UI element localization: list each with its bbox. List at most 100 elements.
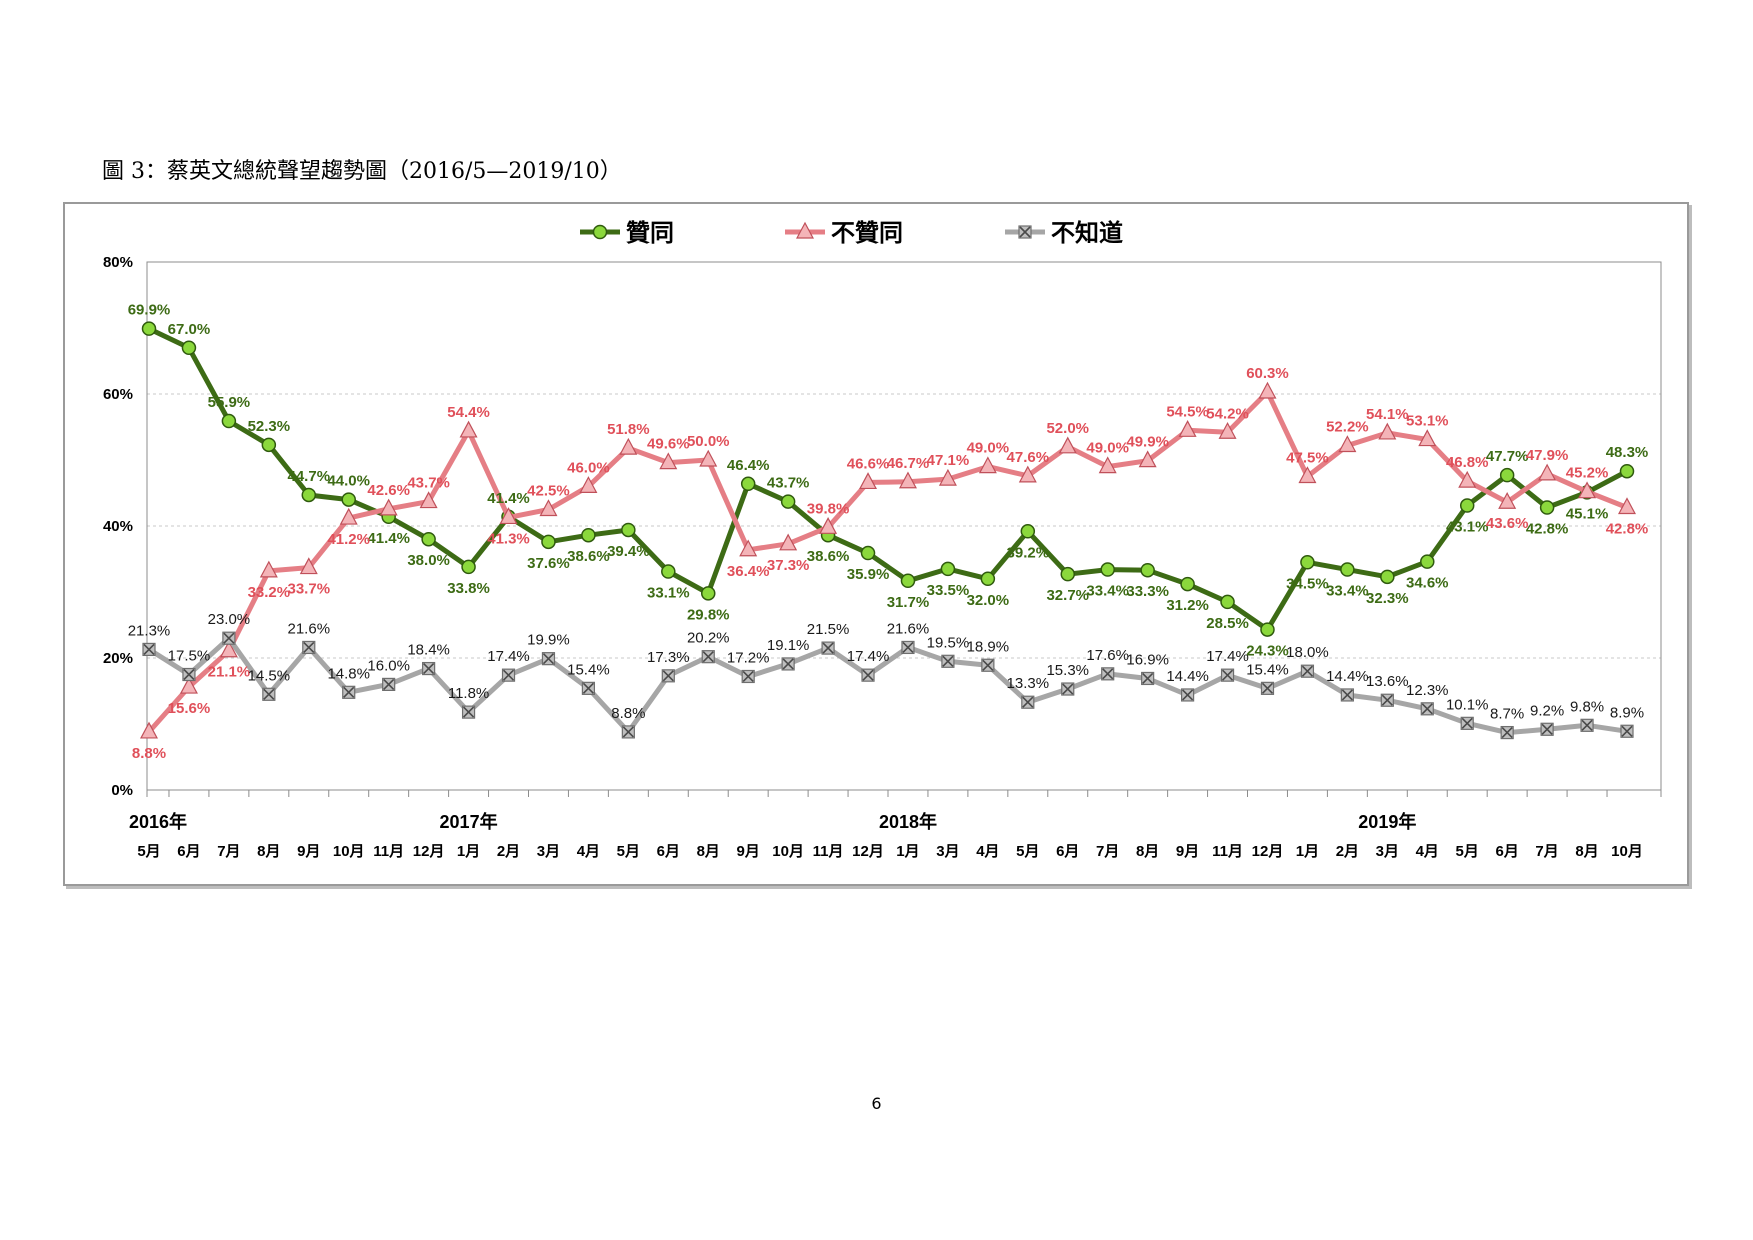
x-tick-label: 6月 [177, 843, 200, 860]
data-label: 33.2% [248, 584, 291, 601]
data-point [1458, 470, 1477, 488]
data-point [940, 561, 956, 577]
data-point [1498, 491, 1517, 509]
data-label: 54.1% [1366, 406, 1409, 423]
data-point [141, 321, 157, 336]
data-point [382, 677, 396, 691]
marker-cross [463, 706, 475, 718]
data-label: 18.4% [407, 642, 450, 659]
data-label: 19.5% [927, 634, 970, 651]
data-label: 37.3% [767, 557, 810, 574]
marker-cross [1142, 672, 1154, 685]
data-label: 43.6% [1486, 515, 1529, 532]
data-label: 33.3% [1126, 583, 1169, 600]
data-label: 54.2% [1206, 405, 1249, 422]
data-label: 49.9% [1126, 434, 1169, 451]
data-point [1061, 682, 1075, 696]
x-tick-label: 3月 [936, 843, 959, 860]
data-point [1018, 465, 1037, 483]
data-label: 24.3% [1246, 643, 1289, 660]
marker-cross [742, 670, 754, 683]
data-label: 38.6% [567, 548, 610, 565]
data-point [1220, 668, 1235, 682]
y-tick-label: 20% [103, 650, 133, 667]
marker-cross [383, 678, 395, 690]
data-point [740, 476, 756, 492]
data-point [941, 654, 955, 668]
data-label: 18.0% [1286, 644, 1329, 661]
marker-cross [782, 658, 794, 670]
data-point [1378, 422, 1397, 440]
data-label: 47.1% [927, 452, 970, 469]
data-point [980, 571, 996, 587]
data-point [579, 476, 598, 493]
marker-cross [1621, 725, 1633, 737]
year-label: 2017年 [440, 811, 498, 832]
marker-cross [343, 686, 355, 698]
x-tick-label: 2月 [497, 843, 520, 860]
data-label: 33.8% [447, 580, 490, 597]
x-tick-label: 9月 [297, 843, 320, 860]
data-point [739, 539, 758, 557]
data-point [1300, 664, 1315, 678]
data-label: 34.5% [1286, 575, 1329, 592]
marker-cross [582, 682, 594, 694]
data-label: 19.1% [767, 637, 810, 654]
data-point [459, 420, 478, 438]
data-label: 9.8% [1570, 698, 1604, 715]
x-tick-label: 4月 [1416, 843, 1439, 860]
x-tick-label: 6月 [1495, 843, 1518, 860]
x-tick-label: 9月 [1176, 843, 1199, 860]
data-label: 10.1% [1446, 696, 1489, 713]
data-label: 49.0% [1086, 440, 1129, 457]
data-point [262, 687, 276, 701]
data-label: 46.7% [887, 455, 930, 472]
data-point [541, 534, 556, 550]
data-point [1220, 594, 1235, 610]
data-label: 17.4% [1206, 648, 1249, 665]
data-label: 14.5% [248, 667, 291, 684]
x-tick-label: 8月 [697, 843, 720, 860]
x-tick-label: 5月 [617, 843, 640, 860]
data-point [142, 642, 156, 657]
marker-cross [982, 659, 994, 671]
data-point [1258, 381, 1277, 399]
marker-cross [1221, 669, 1234, 681]
data-point [379, 498, 398, 516]
data-label: 31.2% [1166, 597, 1209, 614]
x-tick-label: 8月 [1575, 843, 1598, 860]
x-tick-label: 12月 [852, 843, 884, 860]
data-label: 17.6% [1086, 647, 1129, 664]
data-point [299, 557, 318, 575]
data-label: 52.2% [1326, 418, 1369, 435]
data-point [621, 522, 636, 538]
legend-item-disapprove[interactable]: 不贊同 [785, 220, 903, 247]
data-label: 46.0% [567, 459, 610, 476]
data-label: 42.8% [1606, 521, 1649, 538]
series-approve [141, 321, 1635, 637]
legend-item-approve[interactable]: 贊同 [580, 220, 674, 247]
data-point [981, 658, 995, 672]
legend-item-unknown[interactable]: 不知道 [1005, 219, 1123, 247]
data-label: 17.4% [487, 648, 530, 665]
data-label: 53.1% [1406, 413, 1449, 430]
x-tick-label: 8月 [257, 843, 280, 860]
data-label: 42.8% [1526, 521, 1569, 538]
x-tick-label: 8月 [1136, 843, 1159, 860]
data-label: 36.4% [727, 563, 770, 580]
gridlines [147, 393, 1661, 659]
data-label: 41.4% [487, 490, 530, 507]
data-point [581, 527, 596, 543]
data-label: 39.4% [607, 543, 650, 560]
data-point [501, 668, 516, 682]
data-labels: 69.9% 67.0% 55.9% 52.3% 44.7%44.0% 41.4% 38.0%… [128, 302, 1649, 762]
data-point [419, 491, 438, 509]
data-label: 21.5% [807, 621, 850, 638]
data-point [541, 652, 556, 666]
data-point [422, 661, 436, 676]
marker-cross [1461, 717, 1473, 729]
marker-cross [862, 669, 874, 681]
x-tick-label: 11月 [1212, 843, 1243, 860]
data-label: 42.5% [527, 483, 570, 500]
data-point [259, 560, 278, 578]
